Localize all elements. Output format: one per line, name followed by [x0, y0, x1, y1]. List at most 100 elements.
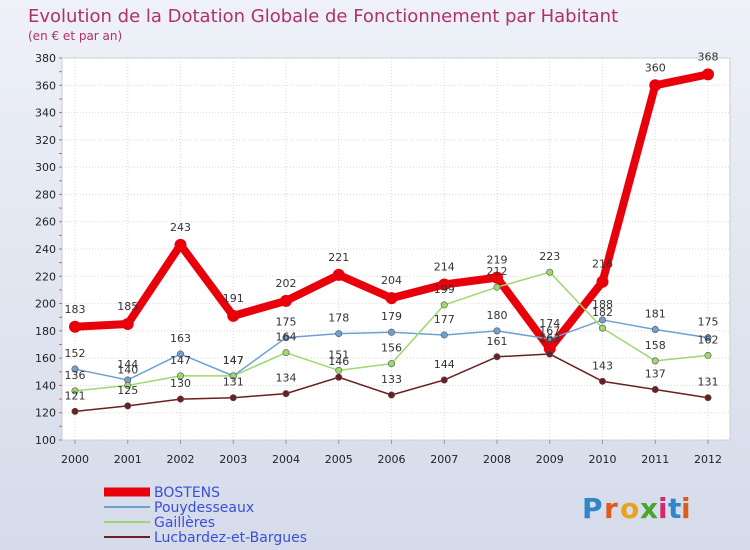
- data-point: [121, 318, 134, 331]
- x-tick-label: 2005: [325, 453, 353, 466]
- data-point: [71, 407, 79, 415]
- axes: 100 120 140 160 180 200 220 240 260 280 300 320 340 3…: [35, 52, 722, 466]
- data-label: 164: [276, 331, 297, 344]
- data-point: [177, 350, 185, 358]
- data-point: [177, 372, 185, 380]
- data-label: 134: [276, 372, 297, 385]
- x-tick-label: 2004: [272, 453, 300, 466]
- series: [69, 68, 714, 415]
- data-point: [177, 395, 185, 403]
- data-point: [282, 334, 290, 342]
- data-label: 179: [381, 310, 402, 323]
- chart-title: Evolution de la Dotation Globale de Fonc…: [28, 6, 618, 27]
- x-tick-label: 2010: [589, 453, 617, 466]
- data-labels: 183 185 243 191 202 221 204 214 219 167 216 360 368 1…: [65, 50, 719, 402]
- data-point: [702, 68, 714, 81]
- data-point: [704, 394, 712, 402]
- data-point: [596, 275, 609, 288]
- legend-label: Gaillères: [154, 515, 215, 531]
- data-point: [651, 325, 659, 333]
- y-tick-label: 240: [35, 243, 56, 256]
- data-label: 188: [592, 298, 613, 311]
- data-label: 131: [223, 376, 244, 389]
- data-label: 131: [698, 376, 719, 389]
- data-label: 180: [487, 309, 508, 322]
- y-tick-label: 360: [35, 79, 56, 92]
- data-label: 162: [698, 333, 719, 346]
- legend-label: BOSTENS: [154, 485, 220, 501]
- chart-subtitle: (en € et par an): [28, 29, 122, 43]
- data-point: [649, 79, 662, 92]
- data-label: 214: [434, 260, 455, 273]
- data-label: 147: [170, 354, 191, 367]
- y-tick-label: 120: [35, 407, 56, 420]
- brand-letter: r: [604, 492, 618, 525]
- data-label: 125: [117, 384, 138, 397]
- data-label: 178: [328, 312, 349, 325]
- data-label: 152: [65, 347, 86, 360]
- data-label: 175: [276, 316, 297, 329]
- data-label: 219: [487, 254, 508, 267]
- data-label: 216: [592, 258, 613, 271]
- data-point: [385, 292, 398, 305]
- data-label: 181: [645, 307, 666, 320]
- data-point: [491, 271, 503, 284]
- data-point: [124, 381, 132, 389]
- y-tick-label: 180: [35, 325, 56, 338]
- data-point: [335, 373, 343, 381]
- data-label: 143: [592, 359, 613, 372]
- y-tick-label: 300: [35, 161, 56, 174]
- x-tick-label: 2012: [694, 453, 722, 466]
- data-point: [229, 372, 237, 380]
- data-label: 185: [117, 300, 138, 313]
- data-point: [546, 268, 554, 276]
- y-tick-label: 100: [35, 434, 56, 447]
- y-tick-label: 280: [35, 188, 56, 201]
- data-point: [598, 377, 606, 385]
- data-label: 175: [698, 316, 719, 329]
- y-tick-label: 320: [35, 134, 56, 147]
- data-point: [493, 327, 501, 335]
- data-label: 360: [645, 61, 666, 74]
- x-tick-label: 2007: [430, 453, 458, 466]
- data-point: [598, 316, 606, 324]
- x-tick-label: 2006: [378, 453, 406, 466]
- data-label: 146: [328, 355, 349, 368]
- data-label: 156: [381, 342, 402, 355]
- grid: [62, 57, 730, 441]
- data-label: 136: [65, 369, 86, 382]
- data-point: [174, 238, 187, 251]
- y-tick-label: 380: [35, 52, 56, 65]
- data-label: 144: [117, 358, 138, 371]
- x-tick-label: 2011: [641, 453, 669, 466]
- legend-label: Lucbardez-et-Bargues: [154, 530, 307, 546]
- data-point: [387, 328, 395, 336]
- data-point: [440, 376, 448, 384]
- data-label: 167: [539, 325, 560, 338]
- data-label: 147: [223, 354, 244, 367]
- data-point: [651, 386, 659, 394]
- brand-letter: P: [582, 492, 603, 525]
- data-label: 161: [487, 335, 508, 348]
- x-tick-label: 2009: [536, 453, 564, 466]
- data-label: 212: [487, 265, 508, 278]
- data-point: [438, 278, 451, 291]
- x-tick-label: 2001: [114, 453, 142, 466]
- data-point: [332, 268, 345, 281]
- legend: BOSTENSPouydesseauxGaillèresLucbardez-et…: [104, 485, 307, 546]
- data-point: [704, 351, 712, 359]
- data-point: [543, 342, 556, 355]
- data-point: [124, 402, 132, 410]
- y-tick-label: 140: [35, 379, 56, 392]
- data-point: [229, 394, 237, 402]
- data-label: 174: [539, 317, 560, 330]
- data-label: 163: [170, 332, 191, 345]
- brand-letter: t: [668, 492, 681, 525]
- data-point: [280, 294, 292, 307]
- data-point: [493, 283, 501, 291]
- x-tick-label: 2003: [219, 453, 247, 466]
- data-point: [387, 391, 395, 399]
- data-label: 137: [645, 368, 666, 381]
